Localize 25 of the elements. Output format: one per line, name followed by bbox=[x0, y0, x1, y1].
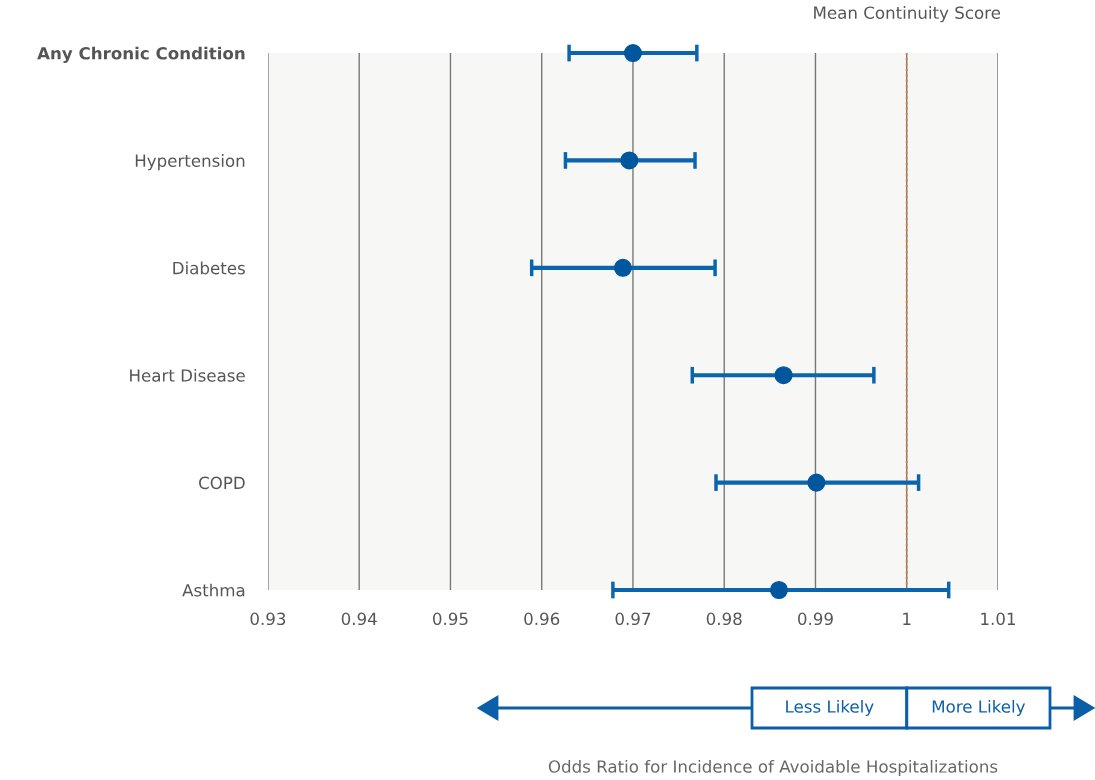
x-tick-label: 0.95 bbox=[433, 612, 468, 626]
x-tick-label: 0.99 bbox=[798, 612, 833, 626]
y-tick-label: COPD bbox=[199, 476, 245, 490]
y-tick-label: Diabetes bbox=[173, 261, 245, 275]
y-tick-label: Any Chronic Condition bbox=[37, 46, 245, 63]
x-tick-label: 0.94 bbox=[341, 612, 377, 626]
point bbox=[807, 473, 826, 492]
y-tick-label: Heart Disease bbox=[130, 368, 245, 382]
point bbox=[613, 258, 632, 277]
y-tick-label: Hypertension bbox=[135, 154, 245, 171]
x-tick-label: 1 bbox=[903, 612, 911, 625]
text: More Likely bbox=[932, 699, 1026, 717]
text: Less Likely bbox=[786, 699, 874, 717]
point bbox=[769, 580, 789, 600]
ref-line-label: Mean Continuity Score bbox=[814, 6, 1001, 23]
x-tick-label: 0.97 bbox=[615, 612, 651, 626]
text: Odds Ratio for Incidence of Avoidable Hospitalizations bbox=[548, 759, 998, 777]
point bbox=[623, 44, 642, 63]
point bbox=[620, 151, 639, 170]
x-tick-label: 0.96 bbox=[524, 612, 560, 626]
point bbox=[774, 366, 793, 385]
x-tick-label: 0.93 bbox=[250, 612, 286, 626]
y-tick-label: Asthma bbox=[182, 583, 245, 597]
x-tick-label: 1.01 bbox=[981, 612, 1015, 626]
x-tick-label: 0.98 bbox=[706, 612, 742, 626]
